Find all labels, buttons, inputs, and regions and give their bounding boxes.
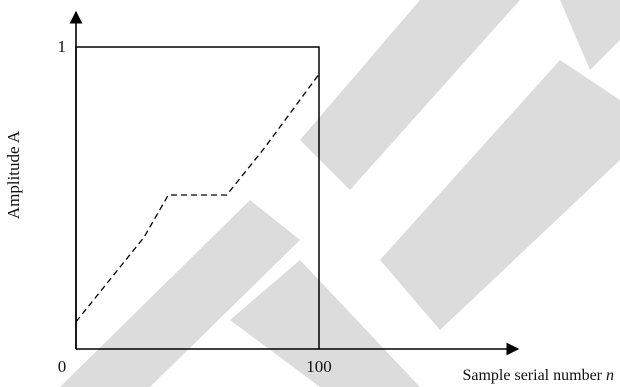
watermark-stroke-5 bbox=[560, 0, 620, 70]
watermark-stroke-3 bbox=[300, 0, 520, 190]
x-tick-label-0: 0 bbox=[58, 357, 67, 376]
watermark-stroke-1 bbox=[60, 200, 300, 387]
watermark-stroke-4 bbox=[380, 60, 620, 330]
y-tick-label-1: 1 bbox=[58, 37, 67, 56]
watermark-stroke-2 bbox=[230, 260, 420, 387]
series-dashed-line bbox=[75, 73, 320, 323]
x-axis-label-text: Sample serial number bbox=[462, 367, 602, 384]
x-tick-label-100: 100 bbox=[306, 357, 332, 376]
x-axis-label-variable: n bbox=[606, 367, 614, 384]
x-axis-label: Sample serial number n bbox=[462, 367, 614, 384]
y-axis-label: Amplitude A bbox=[4, 130, 23, 219]
watermark bbox=[60, 0, 620, 387]
